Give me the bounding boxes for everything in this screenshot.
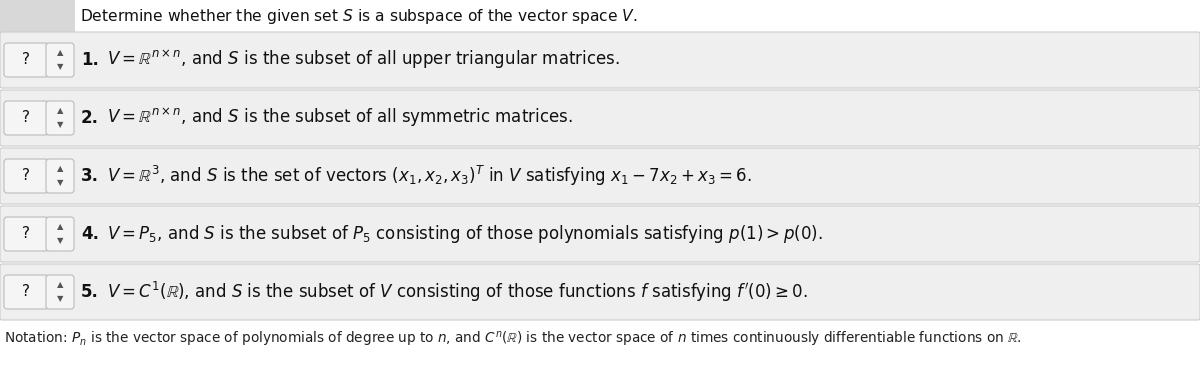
Text: ▲: ▲ xyxy=(56,280,64,289)
Text: ▼: ▼ xyxy=(56,178,64,188)
Text: $V = \mathbb{R}^{n \times n}$, and $S$ is the subset of all symmetric matrices.: $V = \mathbb{R}^{n \times n}$, and $S$ i… xyxy=(107,107,572,130)
Text: $V = P_5$, and $S$ is the subset of $P_5$ consisting of those polynomials satisf: $V = P_5$, and $S$ is the subset of $P_5… xyxy=(107,223,823,245)
Text: ▲: ▲ xyxy=(56,107,64,115)
Text: Notation: $P_n$ is the vector space of polynomials of degree up to $n$, and $C^n: Notation: $P_n$ is the vector space of p… xyxy=(4,330,1021,349)
Text: Determine whether the given set $S$ is a subspace of the vector space $V$.: Determine whether the given set $S$ is a… xyxy=(80,7,637,26)
Text: $V = \mathbb{R}^{n \times n}$, and $S$ is the subset of all upper triangular mat: $V = \mathbb{R}^{n \times n}$, and $S$ i… xyxy=(107,48,620,71)
Text: ▼: ▼ xyxy=(56,121,64,130)
Text: ?: ? xyxy=(22,226,30,242)
Text: 2.: 2. xyxy=(82,109,98,127)
FancyBboxPatch shape xyxy=(0,32,1200,88)
FancyBboxPatch shape xyxy=(0,90,1200,146)
Text: ▲: ▲ xyxy=(56,165,64,174)
FancyBboxPatch shape xyxy=(0,206,1200,262)
Text: 3.: 3. xyxy=(82,167,98,185)
FancyBboxPatch shape xyxy=(46,275,74,309)
Text: ?: ? xyxy=(22,111,30,125)
Text: ▼: ▼ xyxy=(56,295,64,303)
FancyBboxPatch shape xyxy=(0,148,1200,204)
Text: 1.: 1. xyxy=(82,51,98,69)
FancyBboxPatch shape xyxy=(4,43,48,77)
Text: ▲: ▲ xyxy=(56,222,64,232)
FancyBboxPatch shape xyxy=(0,0,74,32)
Text: 4.: 4. xyxy=(82,225,98,243)
FancyBboxPatch shape xyxy=(46,159,74,193)
FancyBboxPatch shape xyxy=(4,217,48,251)
FancyBboxPatch shape xyxy=(4,159,48,193)
Text: ▼: ▼ xyxy=(56,236,64,246)
Text: 5.: 5. xyxy=(82,283,98,301)
Text: ▼: ▼ xyxy=(56,63,64,71)
FancyBboxPatch shape xyxy=(0,264,1200,320)
Text: ▲: ▲ xyxy=(56,48,64,57)
Text: $V = C^1(\mathbb{R})$, and $S$ is the subset of $V$ consisting of those function: $V = C^1(\mathbb{R})$, and $S$ is the su… xyxy=(107,280,808,304)
Text: ?: ? xyxy=(22,53,30,67)
FancyBboxPatch shape xyxy=(46,101,74,135)
FancyBboxPatch shape xyxy=(4,101,48,135)
Text: $V = \mathbb{R}^3$, and $S$ is the set of vectors $(x_1, x_2, x_3)^T$ in $V$ sat: $V = \mathbb{R}^3$, and $S$ is the set o… xyxy=(107,164,751,188)
Text: ?: ? xyxy=(22,285,30,299)
FancyBboxPatch shape xyxy=(46,43,74,77)
Text: ?: ? xyxy=(22,168,30,184)
FancyBboxPatch shape xyxy=(46,217,74,251)
FancyBboxPatch shape xyxy=(4,275,48,309)
